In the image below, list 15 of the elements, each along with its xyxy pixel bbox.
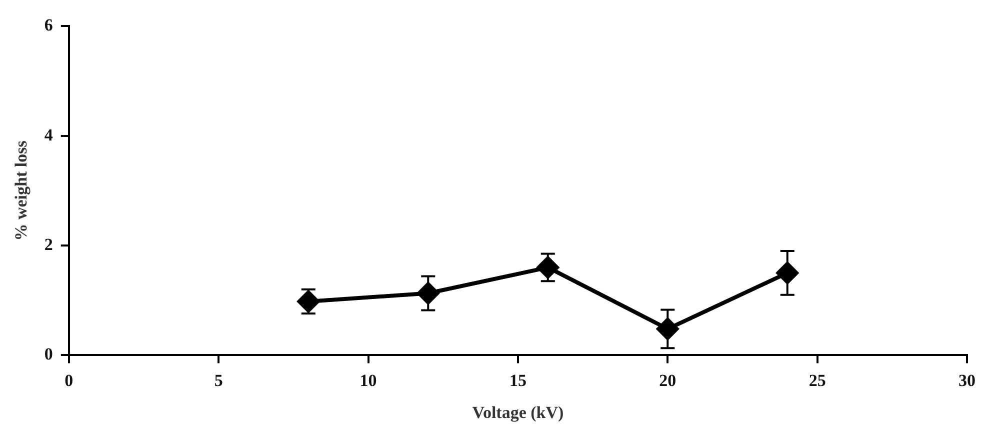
x-tick-label: 10 bbox=[360, 370, 377, 390]
y-tick-label: 4 bbox=[44, 125, 54, 144]
point bbox=[656, 318, 679, 340]
x-tick-label: 25 bbox=[808, 370, 826, 390]
x-tick-label: 5 bbox=[214, 370, 223, 390]
y-axis-title: % weight loss bbox=[12, 140, 31, 241]
point bbox=[776, 262, 798, 284]
x-tick-label: 15 bbox=[509, 370, 526, 390]
x-tick-label: 20 bbox=[659, 370, 676, 390]
y-tick-label: 0 bbox=[44, 344, 53, 364]
y-tick-label: 6 bbox=[44, 16, 53, 35]
x-tick-label: 30 bbox=[958, 370, 976, 390]
y-tick-label: 2 bbox=[44, 234, 53, 254]
x-axis-title: Voltage (kV) bbox=[472, 403, 564, 422]
x-tick-label: 0 bbox=[64, 370, 74, 390]
